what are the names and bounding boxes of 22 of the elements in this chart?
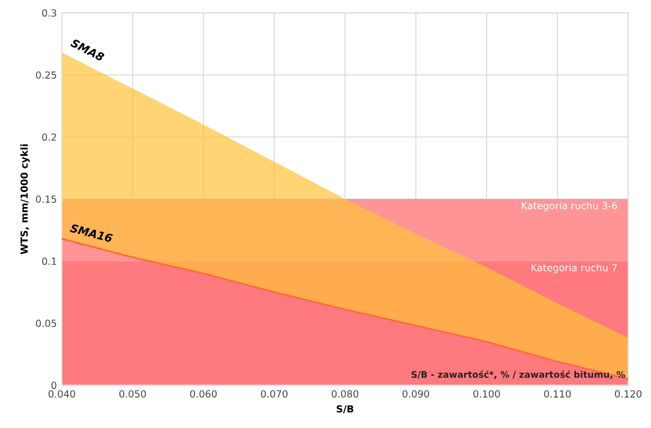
- y-tick-label: 0.3: [42, 9, 56, 17]
- x-tick-label: 0.040: [48, 390, 76, 398]
- x-axis-title: S/B: [336, 405, 354, 414]
- band-label: Kategoria ruchu 3-6: [522, 202, 617, 212]
- y-tick-label: 0.1: [42, 258, 56, 265]
- x-tick-label: 0.060: [190, 390, 217, 398]
- x-tick-label: 0.120: [614, 390, 642, 398]
- y-tick-label: 0.2: [42, 133, 56, 141]
- x-tick-label: 0.070: [260, 390, 288, 398]
- y-tick-label: 0.05: [36, 320, 56, 327]
- x-tick-label: 0.050: [119, 390, 146, 398]
- annotation: S/B - zawartość*, % / zawartość bitumu, %: [412, 370, 626, 380]
- x-tick-label: 0.100: [473, 390, 500, 398]
- text: SMA16: [70, 224, 113, 243]
- x-tick-label: 0.090: [402, 390, 430, 398]
- y-tick-label: 0.15: [36, 196, 56, 203]
- y-tick-label: 0: [51, 382, 56, 390]
- x-tick-label: 0.110: [544, 390, 571, 398]
- band-label: Kategoria ruchu 7: [532, 264, 617, 274]
- y-axis-title: WTS, mm/1000 cykli: [20, 144, 30, 254]
- y-tick-label: 0.25: [36, 71, 56, 79]
- x-tick-label: 0.080: [332, 390, 358, 398]
